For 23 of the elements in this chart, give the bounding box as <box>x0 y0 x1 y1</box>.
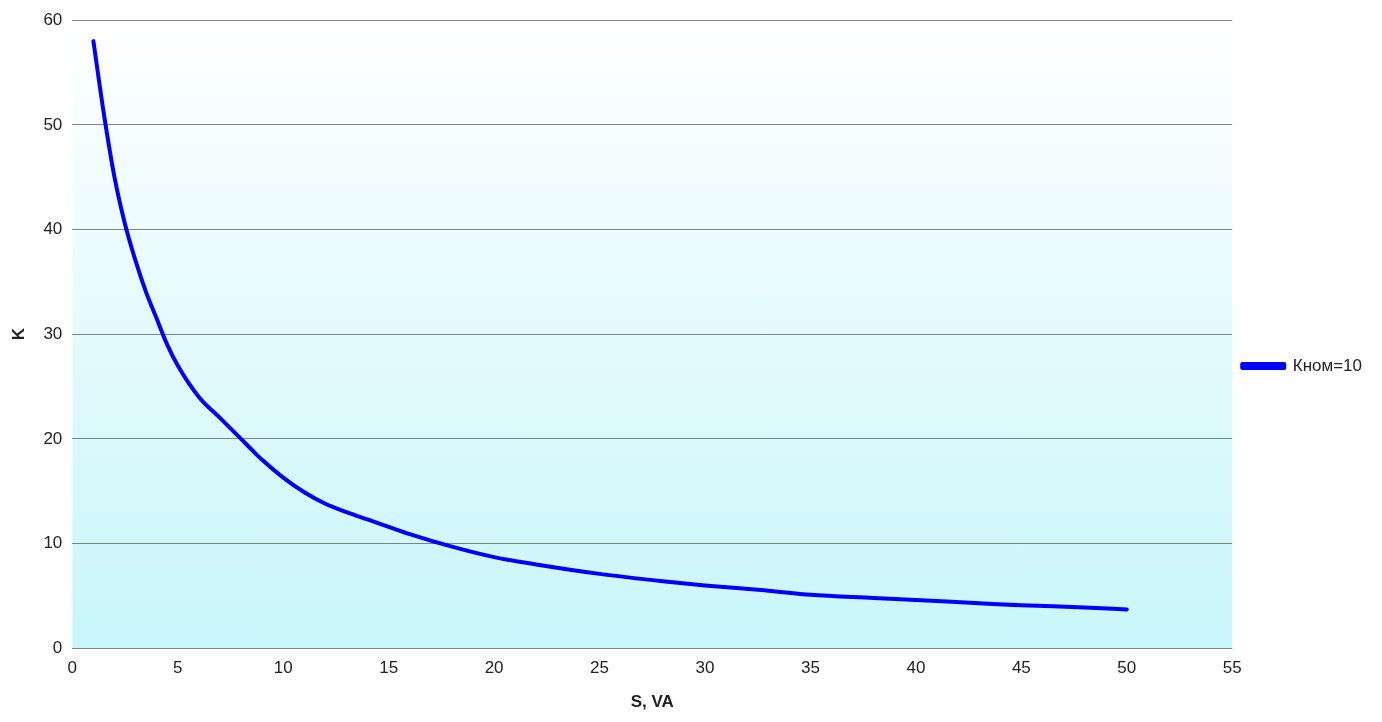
x-tick-label: 50 <box>1117 658 1137 678</box>
x-tick-label: 20 <box>484 658 504 678</box>
x-tick-label: 5 <box>173 658 183 678</box>
line-series <box>91 39 1129 612</box>
x-tick-label: 55 <box>1222 658 1242 678</box>
x-tick-label: 10 <box>273 658 293 678</box>
x-tick-label: 45 <box>1011 658 1031 678</box>
x-tick-label: 30 <box>695 658 715 678</box>
y-tick-label: 10 <box>43 533 63 553</box>
y-tick-label: 20 <box>43 428 63 448</box>
x-tick-label: 25 <box>590 658 610 678</box>
y-tick-label: 0 <box>52 637 63 657</box>
x-tick-label: 35 <box>800 658 820 678</box>
x-tick-label: 15 <box>379 658 399 678</box>
x-tick-label: 40 <box>906 658 926 678</box>
y-tick-label: 60 <box>43 9 63 29</box>
y-axis-title: K <box>8 327 28 341</box>
y-tick-label: 40 <box>43 219 63 239</box>
x-tick-label: 0 <box>67 658 78 678</box>
y-tick-label: 50 <box>43 114 63 134</box>
x-axis-title: S, VA <box>630 692 674 712</box>
y-tick-label: 30 <box>43 323 63 343</box>
legend-label: Кном=10 <box>1292 355 1363 375</box>
